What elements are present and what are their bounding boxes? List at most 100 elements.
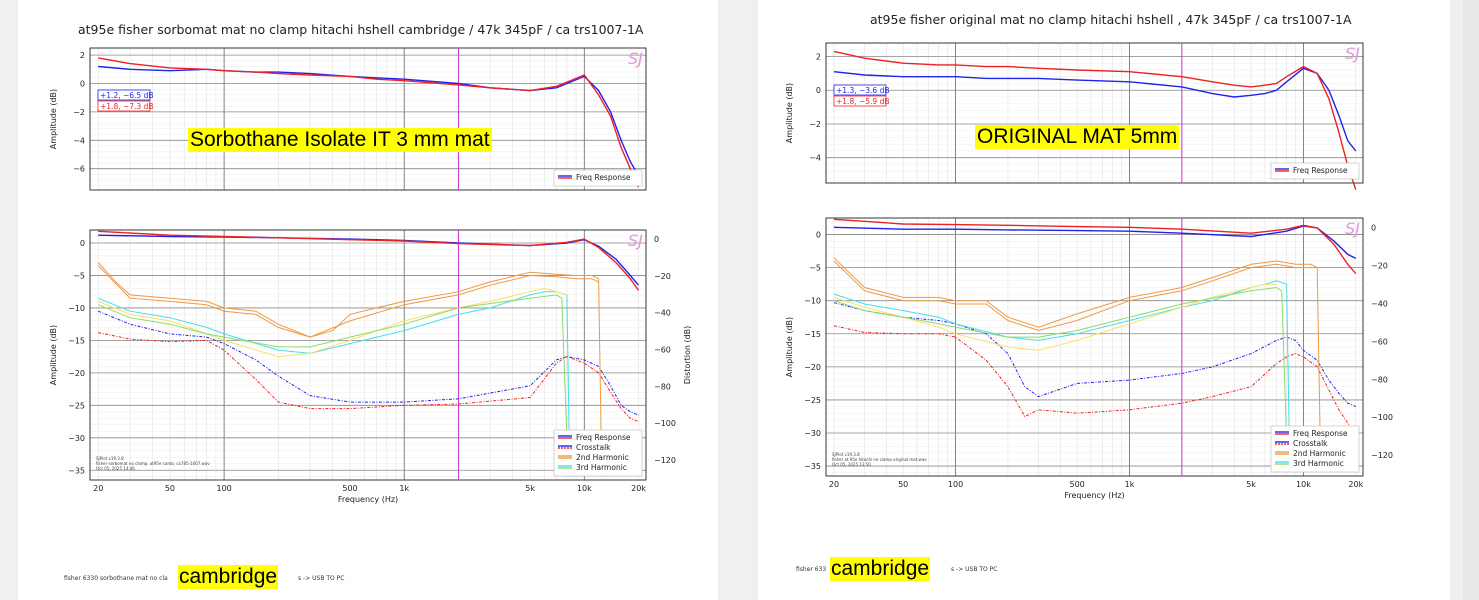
x-tick-label: 1k: [1125, 480, 1135, 489]
y2-tick-label: −20: [1371, 261, 1388, 270]
y-tick-label: −30: [68, 434, 85, 443]
legend-label: 3rd Harmonic: [1293, 459, 1344, 468]
x-tick-label: 20k: [1348, 480, 1363, 489]
x-axis-label: Frequency (Hz): [1064, 491, 1124, 500]
series-line-3rd-harmonic-green: [833, 286, 1288, 440]
y2-tick-label: −40: [654, 309, 671, 318]
x-tick-label: 100: [216, 484, 231, 493]
y-tick-label: 0: [80, 80, 85, 89]
info-line: Oct 05, 2025 14:46: [96, 466, 135, 471]
y-tick-label: −15: [804, 330, 821, 339]
y2-axis-label: Distortion (dB): [683, 326, 692, 385]
left-chart-title: at95e fisher sorbomat mat no clamp hitac…: [78, 22, 644, 37]
series-line-2nd-harmonic-orange: [97, 262, 603, 477]
plot-frame: [825, 217, 1364, 477]
right-top-plot: 2 0 −2 −4 Amplitude (dB) SJ Freq Response +1.3,…: [785, 42, 1364, 190]
y-tick-label: −35: [68, 466, 85, 475]
y-tick-label: −10: [68, 304, 85, 313]
value-box-red-text: +1.8, −7.3 dB: [100, 102, 153, 111]
info-line: fisher at 95e hitachi no clamp original …: [832, 457, 927, 462]
series-line-freq-response-blue: [833, 67, 1357, 152]
y2-tick-label: −120: [1371, 451, 1393, 460]
value-box-red: [97, 100, 151, 112]
x-tick-label: 50: [165, 484, 175, 493]
y2-tick-label: 0: [1371, 223, 1376, 232]
series-line-freq-response-blue: [98, 65, 640, 177]
y-tick-label: −25: [68, 401, 85, 410]
y2-tick-label: −100: [654, 419, 676, 428]
y-tick-label: −20: [68, 369, 85, 378]
vertical-scrollbar[interactable]: [1463, 0, 1479, 600]
y-tick-label: 0: [816, 231, 821, 240]
x-tick-label: 100: [948, 480, 963, 489]
y-tick-label: 0: [816, 86, 821, 95]
y-tick-label: −2: [809, 120, 821, 129]
value-box-red: [833, 95, 887, 107]
legend-label: Freq Response: [1293, 429, 1348, 438]
x-tick-label: 500: [342, 484, 357, 493]
y-tick-label: −35: [804, 462, 821, 471]
legend-label: 3rd Harmonic: [576, 463, 627, 472]
x-tick-label: 500: [1069, 480, 1084, 489]
legend-box: [1270, 162, 1360, 180]
series-line-freq-response-red: [98, 57, 640, 188]
x-tick-label: 50: [898, 480, 908, 489]
info-line: SJPlot v19.3.8: [832, 452, 860, 457]
y-tick-label: 2: [80, 51, 85, 60]
y-tick-label: −4: [809, 154, 821, 163]
sj-logo: SJ: [628, 49, 643, 68]
left-overlay-label: Sorbothane Isolate IT 3 mm mat: [188, 128, 492, 152]
x-tick-label: 20: [93, 484, 103, 493]
sj-logo: SJ: [1345, 44, 1360, 63]
y2-tick-label: −60: [1371, 337, 1388, 346]
series-line-2nd-harmonic-orange: [833, 257, 1321, 447]
y2-tick-label: 0: [654, 235, 659, 244]
y-axis-label: Amplitude (dB): [49, 89, 58, 149]
series-line-3rd-harmonic-green: [98, 294, 568, 438]
value-box-blue-text: +1.2, −6.5 dB: [100, 91, 153, 100]
y-tick-label: −15: [68, 336, 85, 345]
series-line-crosstalk-red: [833, 325, 1357, 434]
plot-frame: [825, 42, 1364, 184]
left-footer-after: s -> USB TO PC: [298, 575, 345, 582]
series-line-freq-response-red: [833, 218, 1357, 275]
value-box-blue: [833, 84, 887, 96]
series-line-3rd-harmonic-cyan: [98, 291, 571, 477]
sj-logo: SJ: [628, 231, 643, 250]
series-line-freq-response-red: [98, 230, 640, 291]
y-tick-label: −5: [809, 264, 821, 273]
legend-label: Freq Response: [576, 173, 631, 182]
y-axis-label: Amplitude (dB): [785, 317, 794, 377]
series-line-3rd-harmonic-cyan: [833, 280, 1290, 447]
y-tick-label: −30: [804, 429, 821, 438]
series-line-crosstalk-blue: [833, 302, 1356, 407]
y2-tick-label: −100: [1371, 413, 1393, 422]
series-line-2nd-harmonic-orange: [97, 265, 599, 338]
series-line-freq-response-blue: [833, 225, 1357, 260]
series-line-freq-response-red: [833, 50, 1357, 190]
y-tick-label: −25: [804, 396, 821, 405]
right-measurement-panel: at95e fisher original mat no clamp hitac…: [758, 0, 1450, 600]
legend-box: [553, 169, 643, 187]
series-line-3rd-harmonic-yellow: [833, 283, 1277, 351]
y-tick-label: −10: [804, 297, 821, 306]
y2-tick-label: −120: [654, 456, 676, 465]
value-box-red-text: +1.8, −5.9 dB: [836, 97, 889, 106]
left-cambridge-label: cambridge: [178, 565, 279, 589]
y-tick-label: 2: [816, 52, 821, 61]
x-tick-label: 1k: [399, 484, 409, 493]
x-tick-label: 5k: [525, 484, 535, 493]
right-cambridge-label: cambridge: [830, 557, 931, 581]
x-tick-label: 10k: [1296, 480, 1311, 489]
x-tick-label: 5k: [1246, 480, 1256, 489]
y-tick-label: −5: [73, 271, 85, 280]
y-tick-label: −6: [73, 165, 85, 174]
left-top-plot: 2 0 −2 −4 −6 Amplitude (dB) SJ Freq Response +1.…: [49, 47, 647, 191]
y2-tick-label: −20: [654, 272, 671, 281]
info-line: Oct 05, 2025 13:50: [832, 462, 871, 467]
y-tick-label: −4: [73, 136, 85, 145]
x-axis-label: Frequency (Hz): [338, 495, 398, 504]
legend-label: 2nd Harmonic: [1293, 449, 1346, 458]
y2-tick-label: −80: [654, 382, 671, 391]
x-tick-label: 20k: [631, 484, 646, 493]
